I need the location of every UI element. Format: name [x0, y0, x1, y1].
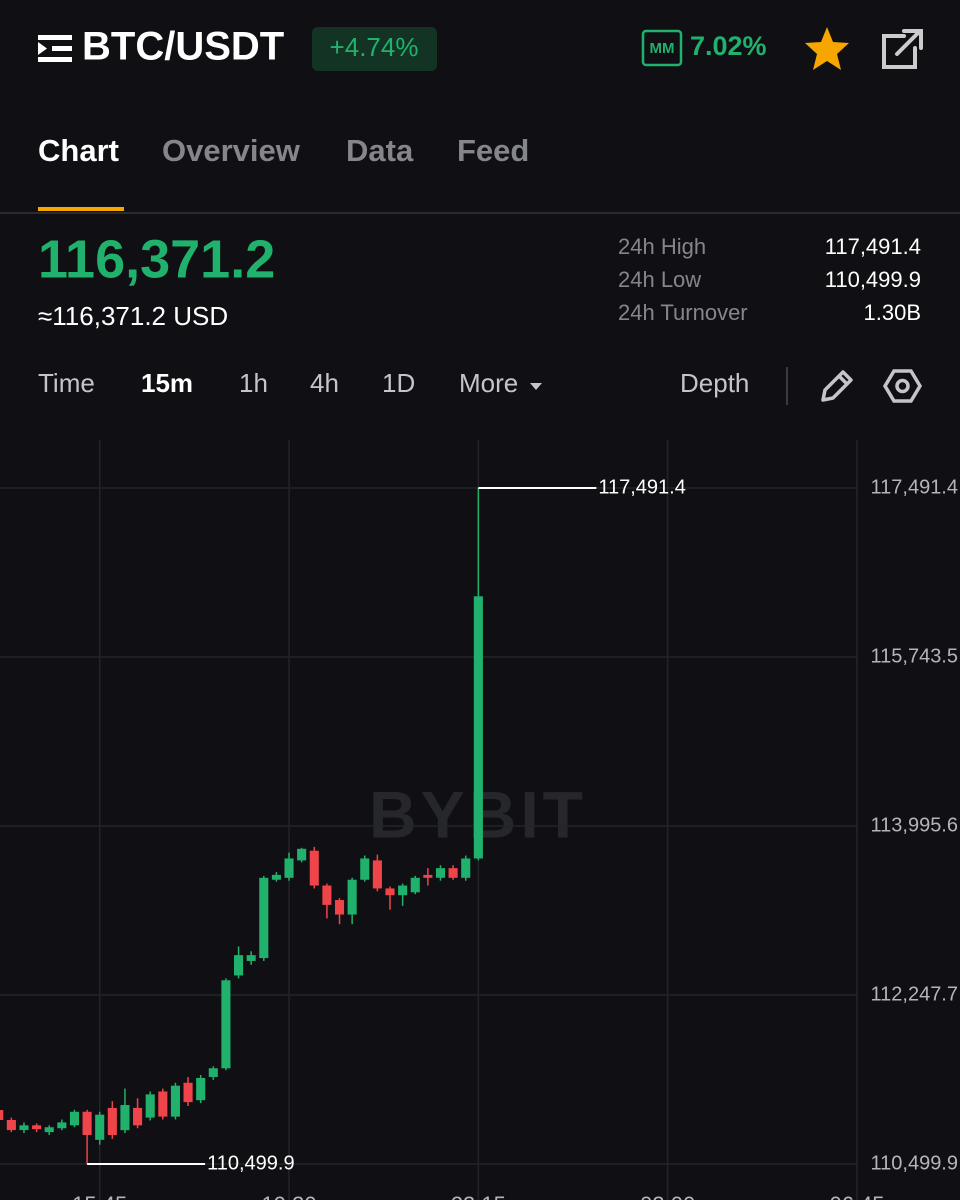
- candle-body: [322, 885, 332, 905]
- timeframe[interactable]: 15m: [141, 368, 193, 398]
- extreme-label: 117,491.4: [598, 476, 686, 498]
- x-tick-label: 19:30: [262, 1192, 317, 1200]
- menu-icon[interactable]: [38, 35, 72, 62]
- separator: [786, 367, 788, 405]
- candle-body: [196, 1077, 206, 1101]
- stat-label: 24h Turnover: [618, 300, 748, 325]
- x-tick-label: 23:15: [451, 1192, 506, 1200]
- draw-tool-icon[interactable]: [821, 370, 853, 402]
- timeframe[interactable]: Time: [38, 368, 95, 398]
- timeframe-more[interactable]: More: [459, 368, 518, 398]
- candle-body: [271, 874, 281, 880]
- candle-body: [423, 874, 433, 878]
- candle-body: [158, 1091, 168, 1117]
- candle-body: [360, 858, 370, 880]
- candle-body: [95, 1114, 105, 1140]
- mm-value: 7.02%: [690, 31, 767, 61]
- candle-body: [44, 1127, 54, 1133]
- pair-title[interactable]: BTC/USDT: [82, 25, 284, 69]
- candle-body: [309, 850, 319, 886]
- candle-body: [246, 955, 256, 961]
- y-tick-label: 112,247.7: [871, 983, 959, 1005]
- candle-body: [6, 1120, 16, 1131]
- candle-body: [133, 1107, 143, 1126]
- candle-body: [259, 877, 269, 959]
- candle-body: [473, 596, 483, 859]
- tab[interactable]: Chart: [38, 133, 119, 168]
- change-badge: [312, 27, 437, 71]
- candle-body: [398, 885, 408, 896]
- timeframe[interactable]: 4h: [310, 368, 339, 398]
- stat-value: 110,499.9: [825, 267, 921, 292]
- candle-body: [410, 877, 420, 893]
- x-tick-label: 06:45: [829, 1192, 884, 1200]
- candle-body: [372, 860, 382, 889]
- mm-badge: [641, 29, 683, 67]
- x-tick-label: 03:00: [640, 1192, 695, 1200]
- candle-body: [448, 868, 458, 878]
- candle-body: [234, 955, 244, 976]
- candle-body: [19, 1125, 29, 1131]
- candle-body: [461, 858, 471, 878]
- candle-body: [32, 1125, 42, 1130]
- timeframe[interactable]: 1D: [382, 368, 415, 398]
- candle-body: [284, 858, 294, 878]
- mm-label: MM: [650, 40, 675, 57]
- candle-body: [385, 888, 395, 896]
- candle-body: [435, 868, 446, 878]
- extreme-label: 110,499.9: [207, 1152, 295, 1174]
- candle-body: [221, 980, 231, 1069]
- share-icon[interactable]: [882, 29, 923, 69]
- timeframe[interactable]: 1h: [239, 368, 268, 398]
- change-value: +4.74%: [330, 32, 419, 62]
- stat-label: 24h High: [618, 234, 706, 259]
- favorite-star[interactable]: [805, 27, 849, 70]
- y-tick-label: 115,743.5: [871, 645, 959, 667]
- candle-body: [170, 1085, 180, 1117]
- candle-body: [107, 1107, 117, 1135]
- dropdown-arrow: [530, 383, 542, 390]
- candle-body: [69, 1111, 80, 1126]
- stat-value: 1.30B: [864, 300, 922, 325]
- x-tick-label: 15:45: [72, 1192, 127, 1200]
- candle-body: [334, 900, 345, 915]
- candle-body: [297, 848, 307, 861]
- y-tick-label: 110,499.9: [871, 1152, 959, 1174]
- candle-body: [82, 1111, 92, 1135]
- divider: [0, 212, 960, 214]
- last-price: 116,371.2: [38, 229, 275, 289]
- depth-button[interactable]: Depth: [680, 368, 749, 398]
- candle-body: [145, 1094, 155, 1118]
- candle-body: [57, 1122, 67, 1129]
- usd-price: ≈116,371.2 USD: [38, 301, 228, 331]
- candle-body: [347, 879, 357, 915]
- y-tick-label: 113,995.6: [871, 814, 959, 836]
- price-chart: BYBIT110,499.9112,247.7113,995.6115,743.…: [0, 440, 958, 1200]
- tab[interactable]: Data: [346, 133, 414, 168]
- y-tick-label: 117,491.4: [871, 476, 959, 498]
- stat-label: 24h Low: [618, 267, 701, 292]
- candle-body: [120, 1105, 130, 1131]
- tab-indicator: [38, 207, 124, 211]
- tab[interactable]: Feed: [457, 133, 529, 168]
- settings-icon[interactable]: [882, 369, 923, 403]
- candle-body: [183, 1082, 193, 1103]
- stat-value: 117,491.4: [825, 234, 921, 259]
- candle-body: [208, 1068, 218, 1077]
- tab[interactable]: Overview: [162, 133, 301, 168]
- candle-body: [0, 1110, 4, 1121]
